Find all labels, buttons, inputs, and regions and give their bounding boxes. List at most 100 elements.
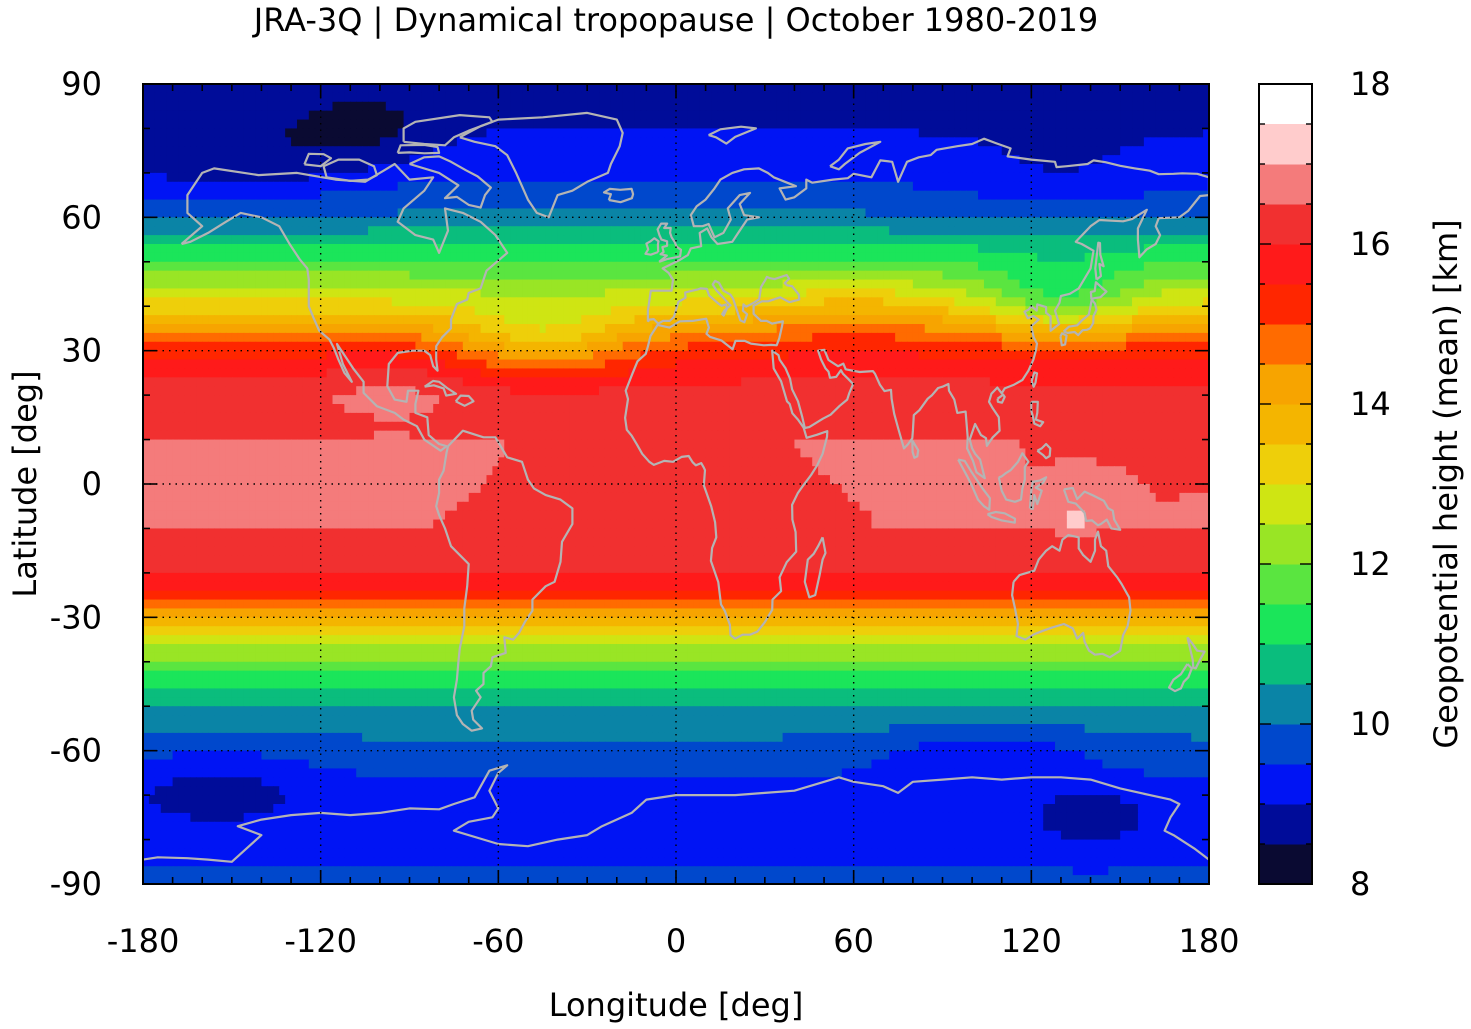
- field-cell: [664, 217, 671, 227]
- field-cell: [480, 226, 488, 236]
- field-cell: [1001, 297, 1009, 307]
- field-cell: [829, 244, 837, 254]
- field-cell: [516, 128, 523, 138]
- field-cell: [178, 279, 186, 290]
- field-cell: [800, 164, 807, 174]
- field-cell: [302, 208, 310, 218]
- field-cell: [752, 306, 760, 316]
- field-cell: [362, 146, 369, 156]
- field-cell: [373, 119, 381, 130]
- field-cell: [1149, 101, 1157, 112]
- field-cell: [758, 181, 766, 192]
- field-cell: [1185, 297, 1192, 307]
- field-cell: [587, 164, 594, 174]
- field-cell: [593, 199, 600, 210]
- field-cell: [865, 84, 873, 94]
- field-cell: [314, 164, 322, 174]
- field-cell: [1066, 146, 1074, 156]
- field-cell: [225, 181, 233, 192]
- field-cell: [190, 146, 197, 156]
- field-cell: [770, 270, 778, 281]
- field-cell: [604, 92, 612, 103]
- field-cell: [356, 119, 363, 130]
- field-cell: [148, 306, 156, 316]
- field-cell: [1049, 226, 1056, 236]
- field-cell: [516, 235, 523, 245]
- field-cell: [397, 217, 405, 227]
- field-cell: [1013, 164, 1021, 174]
- field-cell: [978, 208, 985, 218]
- field-cell: [166, 92, 174, 103]
- field-cell: [978, 92, 985, 103]
- field-cell: [1001, 181, 1009, 192]
- field-cell: [356, 235, 363, 245]
- field-cell: [456, 235, 464, 245]
- field-cell: [1167, 199, 1175, 210]
- field-cell: [924, 137, 932, 147]
- field-cell: [924, 270, 932, 281]
- field-cell: [196, 315, 203, 325]
- field-cell: [1031, 84, 1038, 94]
- field-cell: [273, 208, 280, 218]
- field-cell: [729, 244, 736, 254]
- field-cell: [1161, 146, 1169, 156]
- field-cell: [261, 217, 268, 227]
- field-cell: [877, 164, 884, 174]
- field-cell: [812, 119, 819, 130]
- field-cell: [652, 101, 659, 112]
- field-cell: [646, 270, 653, 281]
- field-cell: [948, 226, 955, 236]
- field-cell: [563, 128, 570, 138]
- field-cell: [249, 172, 257, 183]
- field-cell: [747, 181, 754, 192]
- field-cell: [812, 252, 819, 263]
- field-cell: [249, 279, 257, 290]
- field-cell: [806, 110, 813, 121]
- field-cell: [214, 226, 221, 236]
- field-cell: [1155, 261, 1163, 272]
- field-cell: [687, 119, 695, 130]
- field-cell: [569, 119, 576, 130]
- field-cell: [373, 208, 381, 218]
- field-cell: [924, 199, 932, 210]
- field-cell: [249, 244, 257, 254]
- field-cell: [1137, 155, 1145, 165]
- field-cell: [604, 146, 612, 156]
- field-cell: [794, 172, 801, 183]
- field-cell: [202, 84, 209, 94]
- field-cell: [676, 146, 683, 156]
- field-cell: [841, 235, 849, 245]
- field-cell: [622, 306, 630, 316]
- field-cell: [1096, 235, 1103, 245]
- field-cell: [634, 252, 642, 263]
- field-cell: [658, 324, 665, 334]
- field-cell: [219, 84, 227, 94]
- field-cell: [824, 172, 831, 183]
- field-cell: [800, 155, 807, 165]
- field-cell: [379, 297, 387, 307]
- field-cell: [812, 172, 819, 183]
- field-cell: [640, 261, 647, 272]
- field-cell: [1173, 172, 1180, 183]
- field-cell: [143, 137, 150, 147]
- field-cell: [616, 217, 624, 227]
- field-cell: [747, 92, 754, 103]
- field-cell: [273, 128, 280, 138]
- field-cell: [373, 244, 381, 254]
- field-cell: [516, 244, 523, 254]
- field-cell: [616, 172, 624, 183]
- field-cell: [320, 217, 328, 227]
- field-cell: [563, 155, 570, 165]
- field-cell: [812, 199, 819, 210]
- field-cell: [362, 261, 369, 272]
- field-cell: [622, 288, 630, 298]
- field-cell: [166, 235, 174, 245]
- field-cell: [924, 297, 932, 307]
- field-cell: [1037, 297, 1044, 307]
- field-cell: [350, 244, 357, 254]
- field-cell: [628, 128, 636, 138]
- field-cell: [308, 84, 316, 94]
- field-cell: [551, 235, 559, 245]
- field-cell: [231, 208, 239, 218]
- field-cell: [818, 288, 825, 298]
